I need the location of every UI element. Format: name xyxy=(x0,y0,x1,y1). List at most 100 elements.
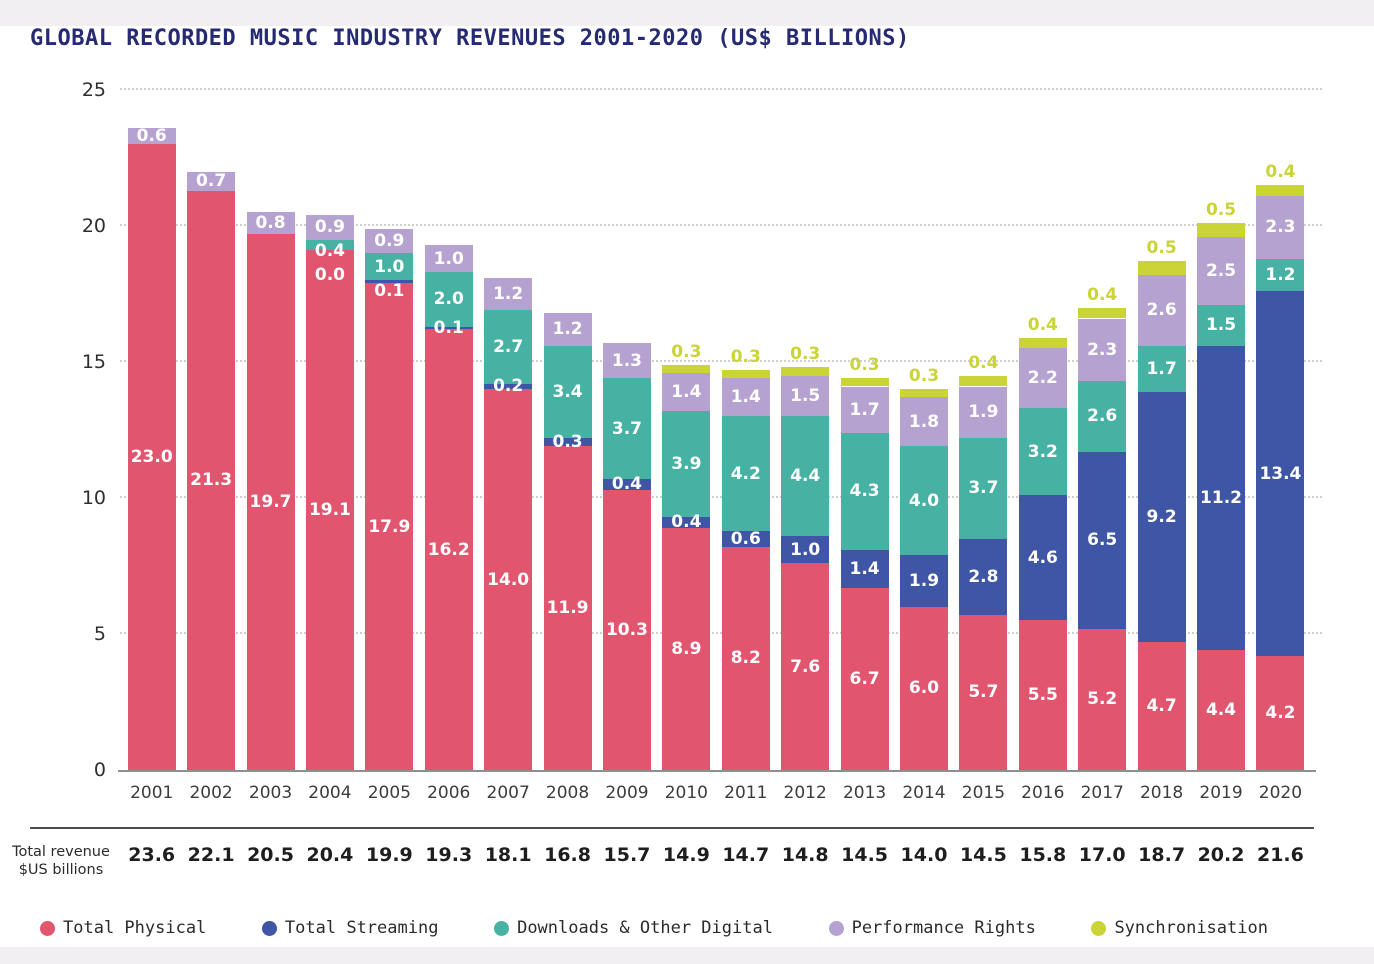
segment-label-physical: 5.7 xyxy=(968,682,999,703)
segment-label-downloads: 4.0 xyxy=(908,490,940,511)
total-revenue-value: 16.8 xyxy=(544,844,591,866)
segment-performance xyxy=(246,212,295,235)
legend-item-performance: Performance Rights xyxy=(828,918,1036,938)
segment-streaming xyxy=(959,538,1008,615)
gridline xyxy=(120,88,1322,90)
totals-label-line1: Total revenue xyxy=(12,844,110,860)
segment-physical xyxy=(127,144,176,770)
segment-sync xyxy=(840,378,889,387)
segment-physical xyxy=(1018,620,1067,770)
segment-label-performance: 0.8 xyxy=(255,213,286,234)
segment-label-physical: 6.7 xyxy=(849,668,880,689)
segment-label-streaming: 1.9 xyxy=(908,570,940,591)
segment-streaming xyxy=(484,383,533,390)
total-revenue-value: 14.5 xyxy=(841,844,889,866)
stacked-bar: 0.9 1.0 0.1 17.9 xyxy=(365,228,414,770)
segment-physical xyxy=(602,489,651,770)
x-axis-tick: 2014 xyxy=(902,783,946,803)
segment-label-physical: 5.5 xyxy=(1027,685,1058,706)
bar-column: 0.9 1.0 0.1 17.9 xyxy=(360,90,419,770)
segment-label-downloads: 2.0 xyxy=(433,289,464,310)
x-axis-tick: 2013 xyxy=(842,783,887,803)
segment-performance xyxy=(187,171,236,191)
legend-item-physical: Total Physical xyxy=(40,918,206,938)
segment-label-physical: 8.9 xyxy=(671,638,702,659)
stacked-bar: 0.8 19.7 xyxy=(246,212,295,770)
segment-downloads xyxy=(959,438,1008,539)
totals-label-line2: $US billions xyxy=(18,862,104,879)
bar-column: 0.4 2.2 3.2 4.6 5.5 xyxy=(1013,90,1072,770)
segment-label-physical: 4.4 xyxy=(1205,700,1237,721)
segment-label-sync: 0.3 xyxy=(849,355,880,376)
segment-streaming xyxy=(1078,451,1127,629)
stacked-bar: 0.7 21.3 xyxy=(187,171,236,770)
segment-streaming xyxy=(781,536,830,564)
plot-area: 0.6 23.0 0.7 21.3 0.8 19.7 0.9 0.4 0.0 19.1 0.9 1.0… xyxy=(118,88,1322,772)
stacked-bar: 0.9 0.4 0.0 19.1 xyxy=(305,215,354,770)
segment-downloads xyxy=(781,416,830,537)
segment-streaming xyxy=(662,517,711,528)
segment-label-sync: 0.3 xyxy=(908,366,940,387)
legend-item-streaming: Total Streaming xyxy=(261,918,438,938)
segment-sync xyxy=(721,370,770,379)
segment-sync xyxy=(1018,337,1067,349)
segment-downloads xyxy=(484,310,533,384)
x-axis-tick: 2006 xyxy=(427,783,471,803)
segment-sync xyxy=(662,364,711,373)
y-axis-tick: 10 xyxy=(81,487,106,509)
segment-label-downloads: 3.2 xyxy=(1027,441,1058,462)
x-axis-tick: 2017 xyxy=(1080,783,1124,803)
segment-streaming xyxy=(602,478,651,490)
downloads-legend-dot-icon xyxy=(494,920,510,936)
bar-column: 0.5 2.6 1.7 9.2 4.7 xyxy=(1132,90,1191,770)
totals-separator-line xyxy=(30,827,1314,829)
bar-column: 0.7 21.3 xyxy=(181,90,240,770)
segment-label-performance: 1.4 xyxy=(730,387,761,408)
segment-label-sync: 0.3 xyxy=(730,347,761,368)
segment-performance xyxy=(959,386,1008,439)
segment-label-performance: 1.7 xyxy=(849,399,880,420)
legend-label: Total Physical xyxy=(63,918,207,938)
segment-label-streaming: 0.0 xyxy=(314,265,345,286)
segment-label-streaming: 0.3 xyxy=(552,432,583,453)
segment-physical xyxy=(1078,628,1127,770)
segment-label-performance: 2.6 xyxy=(1146,300,1177,321)
segment-label-performance: 1.0 xyxy=(433,248,464,269)
segment-downloads xyxy=(840,432,889,550)
segment-label-streaming: 0.4 xyxy=(611,474,643,495)
segment-performance xyxy=(781,375,830,417)
segment-physical xyxy=(424,329,473,770)
legend-item-downloads: Downloads & Other Digital xyxy=(494,918,773,938)
x-axis-tick: 2008 xyxy=(545,783,590,803)
segment-label-streaming: 0.2 xyxy=(493,376,524,397)
segment-downloads xyxy=(1137,345,1186,392)
segment-label-physical: 17.9 xyxy=(368,516,411,537)
x-axis-tick: 2003 xyxy=(248,783,293,803)
segment-label-physical: 16.2 xyxy=(427,539,470,560)
segment-streaming xyxy=(365,280,414,284)
segment-physical xyxy=(365,283,414,770)
segment-downloads xyxy=(899,446,948,556)
segment-label-performance: 1.5 xyxy=(790,386,821,406)
y-axis-labels: 25 20 15 10 5 0 xyxy=(0,79,106,781)
segment-label-streaming: 0.1 xyxy=(374,280,405,301)
segment-label-streaming: 9.2 xyxy=(1146,507,1177,528)
bar-column: 0.4 1.9 3.7 2.8 5.7 xyxy=(954,90,1013,770)
segment-downloads xyxy=(1256,258,1305,292)
bar-column: 1.2 2.7 0.2 14.0 xyxy=(478,90,537,770)
x-axis-tick: 2015 xyxy=(961,783,1006,803)
totals-row: Total revenue $US billions 23.6 22.1 20.5 2… xyxy=(0,838,1374,879)
segment-streaming xyxy=(721,530,770,547)
segment-sync xyxy=(1197,223,1246,237)
segment-physical xyxy=(187,190,236,770)
total-revenue-value: 18.1 xyxy=(484,844,532,866)
total-revenue-value: 19.3 xyxy=(425,844,473,866)
bottom-band xyxy=(0,947,1374,964)
segment-sync xyxy=(781,367,830,376)
segment-label-sync: 0.5 xyxy=(1146,238,1177,259)
bar-column: 0.6 23.0 xyxy=(122,90,181,770)
segment-label-physical: 10.3 xyxy=(605,619,648,640)
y-axis-tick: 5 xyxy=(93,623,106,645)
legend-label: Downloads & Other Digital xyxy=(517,918,773,938)
segment-physical xyxy=(721,546,770,770)
